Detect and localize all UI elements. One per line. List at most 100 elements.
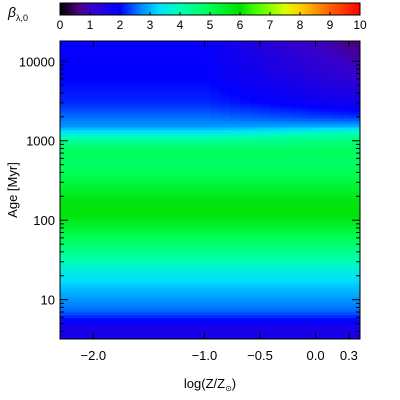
heatmap-cell bbox=[310, 252, 321, 257]
heatmap-cell bbox=[60, 276, 71, 280]
heatmap-cell bbox=[90, 207, 101, 212]
heatmap-cell bbox=[130, 258, 141, 263]
heatmap-cell bbox=[320, 88, 331, 93]
heatmap-cell bbox=[220, 330, 231, 334]
heatmap-cell bbox=[240, 190, 251, 194]
heatmap-cell bbox=[180, 279, 191, 283]
heatmap-cell bbox=[70, 52, 81, 57]
heatmap-cell bbox=[270, 258, 281, 263]
heatmap-cell bbox=[100, 207, 111, 212]
heatmap-cell bbox=[210, 285, 221, 289]
heatmap-cell bbox=[90, 201, 101, 206]
heatmap-cell bbox=[330, 240, 341, 245]
heatmap-cell bbox=[100, 181, 111, 185]
heatmap-cell bbox=[140, 249, 151, 254]
heatmap-cell bbox=[100, 163, 111, 167]
heatmap-cell bbox=[220, 70, 231, 75]
heatmap-cell bbox=[350, 127, 360, 131]
heatmap-cell bbox=[200, 324, 211, 328]
heatmap-cell bbox=[80, 228, 91, 233]
heatmap-cell bbox=[130, 270, 141, 275]
heatmap-cell bbox=[120, 106, 131, 111]
heatmap-cell bbox=[220, 243, 231, 248]
heatmap-cell bbox=[70, 222, 81, 227]
heatmap-cell bbox=[350, 237, 360, 242]
heatmap-cell bbox=[300, 88, 311, 93]
heatmap-cell bbox=[350, 255, 360, 260]
heatmap-cell bbox=[80, 300, 91, 304]
heatmap-cell bbox=[230, 106, 241, 111]
heatmap-cell bbox=[340, 306, 351, 310]
heatmap-cell bbox=[220, 169, 231, 173]
heatmap-cell bbox=[160, 151, 171, 155]
heatmap-cell bbox=[90, 333, 101, 337]
heatmap-cell bbox=[100, 333, 111, 337]
heatmap-cell bbox=[60, 130, 71, 134]
heatmap-cell bbox=[210, 330, 221, 334]
heatmap-cell bbox=[230, 261, 241, 266]
heatmap-cell bbox=[240, 70, 251, 75]
heatmap-cell bbox=[340, 285, 351, 289]
heatmap-cell bbox=[300, 175, 311, 179]
heatmap-cell bbox=[280, 246, 291, 251]
heatmap-cell bbox=[230, 225, 241, 230]
heatmap-cell bbox=[270, 109, 281, 114]
heatmap-cell bbox=[310, 169, 321, 173]
heatmap-cell bbox=[260, 190, 271, 194]
heatmap-cell bbox=[330, 264, 341, 269]
heatmap-cell bbox=[330, 184, 341, 188]
heatmap-cell bbox=[340, 58, 351, 63]
heatmap-cell bbox=[70, 291, 81, 295]
heatmap-cell bbox=[120, 270, 131, 275]
heatmap-cell bbox=[260, 109, 271, 114]
y-tick-label: 10 bbox=[41, 293, 55, 308]
heatmap-cell bbox=[240, 184, 251, 188]
heatmap-cell bbox=[210, 64, 221, 69]
heatmap-cell bbox=[300, 267, 311, 272]
heatmap-cell bbox=[310, 139, 321, 143]
heatmap-cell bbox=[340, 163, 351, 167]
heatmap-cell bbox=[150, 172, 161, 176]
heatmap-cell bbox=[270, 163, 281, 167]
heatmap-cell bbox=[120, 261, 131, 266]
heatmap-cell bbox=[180, 94, 191, 99]
heatmap-cell bbox=[330, 330, 341, 334]
heatmap-cell bbox=[100, 166, 111, 170]
heatmap-cell bbox=[200, 64, 211, 69]
heatmap-cell bbox=[60, 85, 71, 90]
heatmap-cell bbox=[120, 76, 131, 81]
heatmap-cell bbox=[170, 64, 181, 69]
heatmap-cell bbox=[140, 157, 151, 161]
heatmap-cell bbox=[220, 303, 231, 307]
heatmap-cell bbox=[210, 91, 221, 96]
heatmap-cell bbox=[350, 234, 360, 239]
heatmap-cell bbox=[290, 118, 301, 123]
heatmap-cell bbox=[330, 270, 341, 275]
heatmap-cell bbox=[250, 160, 261, 164]
heatmap-cell bbox=[160, 333, 171, 337]
heatmap-cell bbox=[330, 43, 341, 48]
heatmap-cell bbox=[110, 306, 121, 310]
heatmap-cell bbox=[60, 303, 71, 307]
heatmap-cell bbox=[140, 175, 151, 179]
heatmap-cell bbox=[240, 270, 251, 275]
heatmap-cell bbox=[330, 273, 341, 278]
heatmap-cell bbox=[100, 130, 111, 134]
heatmap-cell bbox=[150, 192, 161, 197]
heatmap-cell bbox=[130, 201, 141, 206]
heatmap-cell bbox=[260, 321, 271, 325]
heatmap-cell bbox=[330, 97, 341, 102]
heatmap-cell bbox=[150, 333, 161, 337]
heatmap-cell bbox=[300, 264, 311, 269]
heatmap-cell bbox=[250, 178, 261, 182]
heatmap-cell bbox=[170, 324, 181, 328]
colorbar-tick-label: 0 bbox=[57, 18, 64, 32]
heatmap-cell bbox=[90, 285, 101, 289]
heatmap-cell bbox=[240, 43, 251, 48]
heatmap-cell bbox=[210, 55, 221, 60]
heatmap-cell bbox=[160, 172, 171, 176]
heatmap-cell bbox=[350, 228, 360, 233]
heatmap-cell bbox=[340, 166, 351, 170]
heatmap-cell bbox=[220, 139, 231, 143]
